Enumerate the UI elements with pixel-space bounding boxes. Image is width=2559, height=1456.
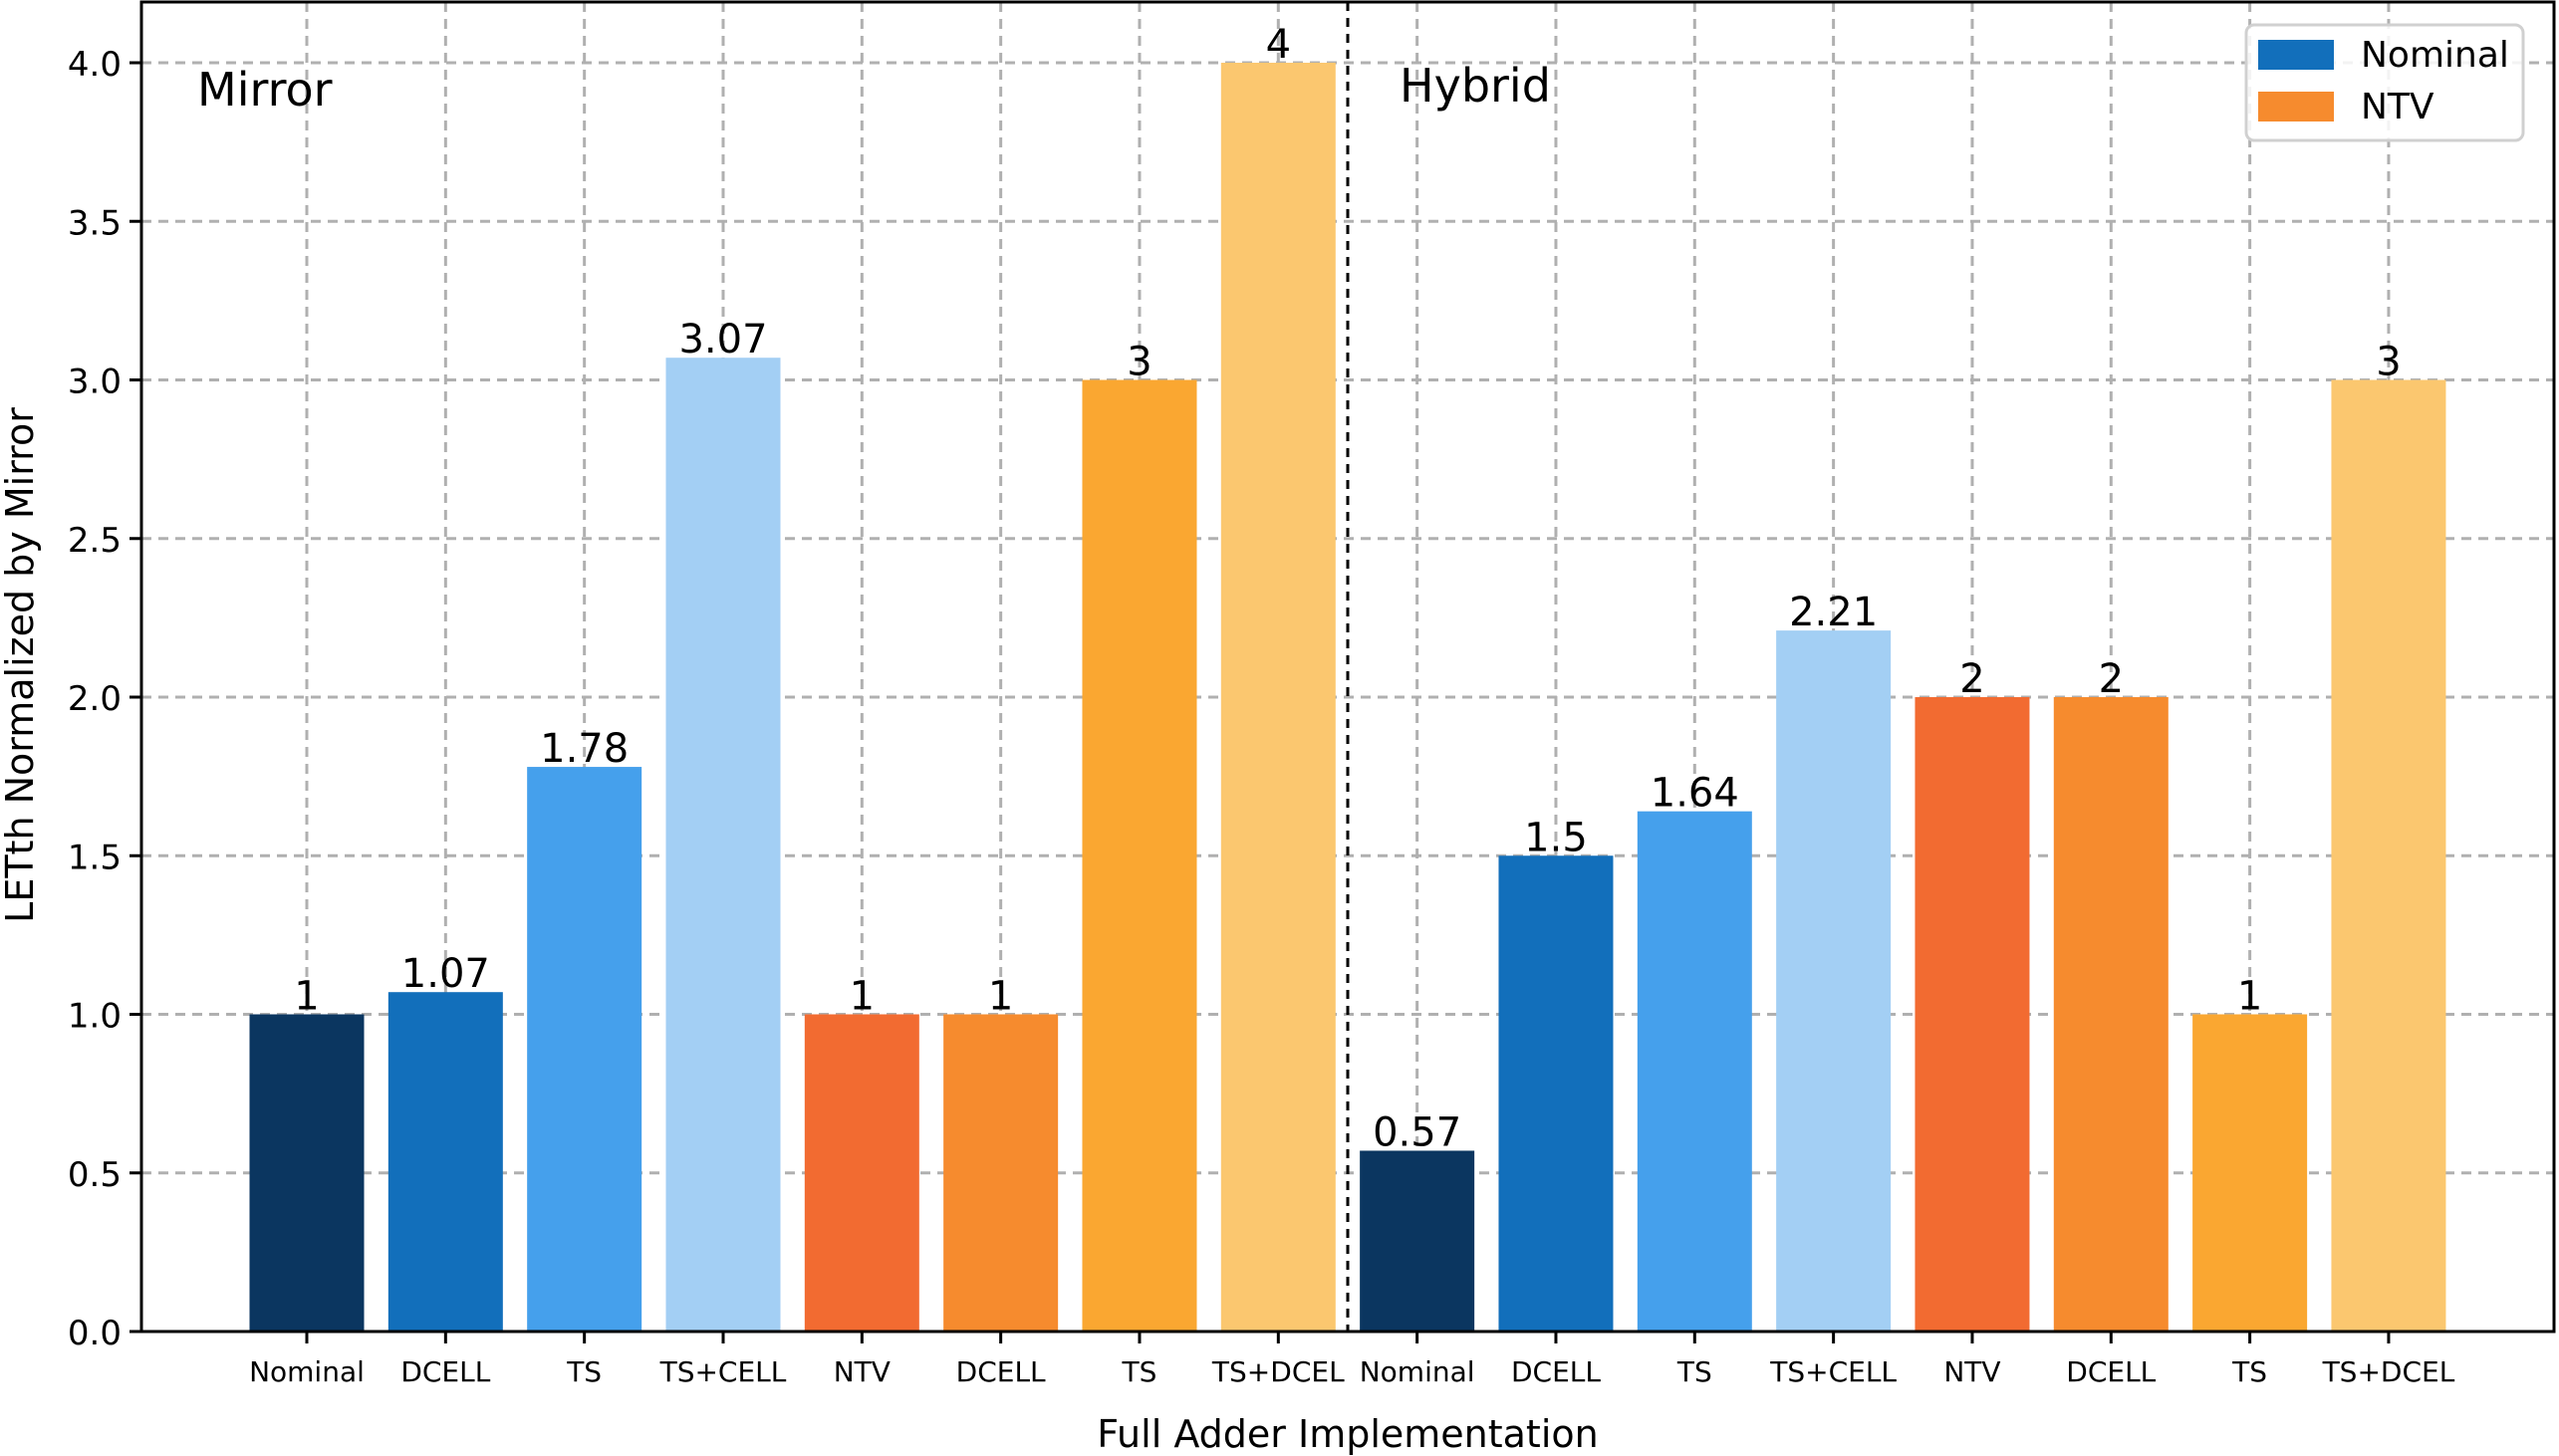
bar-value-label: 1 [850,974,875,1020]
y-tick-label: 2.0 [68,679,122,719]
y-tick-label: 3.5 [68,203,122,243]
bar [1498,855,1614,1332]
bar [1220,63,1336,1332]
x-tick-label: Nominal [249,1355,365,1388]
bar-value-label: 1 [294,974,319,1020]
bar-value-label: 1 [2237,974,2262,1020]
y-axis-label: LETth Normalized by Mirror [0,407,42,923]
y-axis-ticks: 0.0 0.5 1.0 1.5 2.0 2.5 3.0 3.5 4.0 [68,45,141,1353]
x-tick-label: TS+DCEL [2322,1355,2455,1388]
bar [665,358,781,1333]
y-tick-label: 3.0 [68,363,122,402]
bar [527,767,642,1332]
bar [1915,697,2030,1332]
y-tick-label: 0.5 [68,1155,122,1195]
bar-value-label: 1.5 [1524,815,1588,860]
bar-value-labels: 1 1.07 1.78 3.07 1 1 3 4 0.57 1.5 1.64 2.21 2 2 1 3 [294,22,2401,1155]
bar [804,1014,919,1332]
bar-value-label: 1.64 [1651,771,1739,817]
bar [1637,811,1752,1332]
bar [2331,379,2446,1332]
bar [2192,1014,2308,1332]
legend: Nominal NTV [2244,23,2525,142]
x-tick-label: DCELL [956,1355,1046,1388]
x-tick-label: NTV [834,1355,891,1388]
bar-value-label: 3 [1127,340,1152,385]
x-tick-label: Nominal [1360,1355,1475,1388]
bar-value-label: 4 [1266,22,1291,68]
x-tick-label: NTV [1943,1355,2000,1388]
bar [1776,630,1892,1332]
bar [1360,1150,1475,1332]
x-axis-label: Full Adder Implementation [1097,1412,1599,1456]
bar-value-label: 3.07 [678,317,767,363]
x-tick-label: DCELL [1511,1355,1601,1388]
legend-label-ntv: NTV [2361,87,2434,127]
bar-value-label: 2.21 [1789,590,1878,635]
bar-value-label: 1.78 [540,726,629,772]
x-tick-label: DCELL [2066,1355,2156,1388]
x-tick-label: TS [1676,1355,1712,1388]
bar [387,992,503,1332]
bar [1082,379,1197,1332]
bar-value-label: 2 [1959,656,1984,702]
bar [943,1014,1059,1332]
x-tick-label: TS+CELL [1769,1355,1897,1388]
x-tick-label: TS+CELL [659,1355,787,1388]
x-axis-ticks: Nominal DCELL TS TS+CELL NTV DCELL TS TS+DCEL No… [249,1332,2455,1388]
bar-value-label: 2 [2099,656,2124,702]
y-tick-label: 2.5 [68,521,122,561]
bar-value-label: 1.07 [401,951,490,997]
y-tick-label: 1.5 [68,838,122,877]
y-tick-label: 4.0 [68,45,122,85]
x-tick-label: DCELL [400,1355,490,1388]
bar [249,1014,365,1332]
bar-value-label: 1 [988,974,1013,1020]
group-label-hybrid: Hybrid [1400,59,1551,113]
y-tick-label: 1.0 [68,997,122,1037]
bar-value-label: 0.57 [1373,1109,1461,1155]
plot-frame [139,0,2556,1334]
bar [2053,697,2169,1332]
legend-label-nominal: Nominal [2361,35,2509,76]
group-label-mirror: Mirror [197,63,333,117]
x-tick-label: TS+DCEL [1211,1355,1345,1388]
bars [249,63,2446,1333]
x-tick-label: TS [1122,1355,1157,1388]
x-tick-label: TS [566,1355,602,1388]
legend-swatch-nominal [2258,40,2334,70]
x-tick-label: TS [2231,1355,2267,1388]
bar-value-label: 3 [2376,340,2401,385]
legend-swatch-ntv [2258,92,2334,121]
y-tick-label: 0.0 [68,1314,122,1353]
